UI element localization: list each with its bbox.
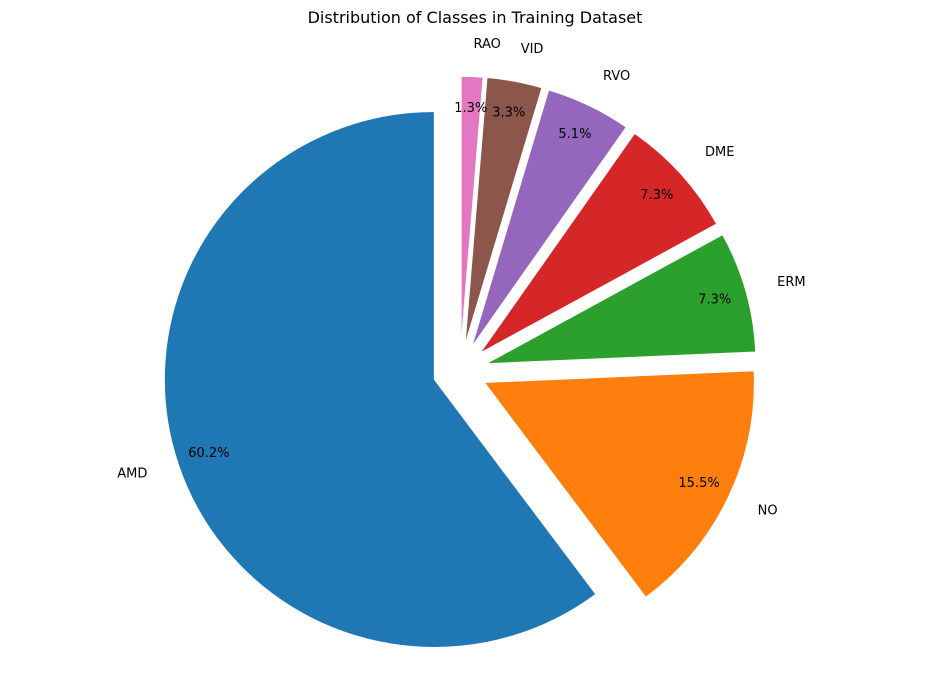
slice-label-erm: ERM bbox=[777, 275, 805, 290]
slice-label-vid: VID bbox=[521, 42, 544, 57]
pct-label-rao: 1.3% bbox=[454, 101, 487, 116]
chart-title: Distribution of Classes in Training Data… bbox=[308, 8, 643, 27]
pie-slice-erm bbox=[485, 233, 757, 365]
pie-labels: 60.2% AMD 15.5% NO 7.3% ERM 7.3% DME 5.1% RVO 3.3%… bbox=[117, 37, 805, 519]
pct-label-vid: 3.3% bbox=[492, 105, 525, 120]
pie-slice-amd bbox=[163, 110, 597, 648]
slice-label-rao: RAO bbox=[473, 37, 500, 52]
pct-label-no: 15.5% bbox=[678, 476, 719, 491]
pie-slice-dme bbox=[479, 132, 718, 354]
pct-label-erm: 7.3% bbox=[698, 293, 731, 308]
pct-label-dme: 7.3% bbox=[640, 188, 673, 203]
slice-label-rvo: RVO bbox=[603, 69, 630, 84]
pie-slices bbox=[163, 75, 757, 648]
pct-label-amd: 60.2% bbox=[188, 446, 229, 461]
pct-label-rvo: 5.1% bbox=[558, 127, 591, 142]
pie-slice-vid bbox=[464, 77, 543, 345]
pie-slice-rao bbox=[460, 75, 484, 345]
slice-label-no: NO bbox=[758, 504, 778, 519]
slice-label-dme: DME bbox=[705, 145, 734, 160]
pie-slice-rvo bbox=[471, 89, 627, 348]
pie-slice-no bbox=[483, 370, 755, 599]
slice-label-amd: AMD bbox=[117, 466, 147, 481]
